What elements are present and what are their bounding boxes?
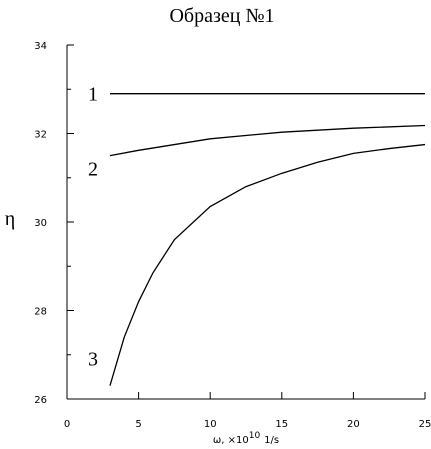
curve-label: 1 <box>88 84 98 106</box>
x-tick-label: 0 <box>64 419 70 430</box>
x-axis-label-unit: 1/s <box>264 435 279 446</box>
x-axis-label-text: ω, ×10 <box>213 435 249 446</box>
x-tick-label: 5 <box>135 419 141 430</box>
curve-label: 3 <box>88 349 98 371</box>
x-axis-label-exponent: 10 <box>249 431 261 441</box>
chart-title: Образец №1 <box>169 5 274 27</box>
x-tick-label: 10 <box>204 419 217 430</box>
x-tick-label: 20 <box>347 419 360 430</box>
y-tick-label: 26 <box>34 395 47 406</box>
curve <box>109 143 426 386</box>
x-axis-label: ω, ×1010 1/s <box>213 431 279 446</box>
x-tick-label: 15 <box>275 419 288 430</box>
y-tick-label: 28 <box>34 307 47 318</box>
y-tick-label: 30 <box>34 218 47 229</box>
x-tick-label: 25 <box>419 419 431 430</box>
y-tick-label: 32 <box>34 130 47 141</box>
y-axis-label: η <box>5 208 15 230</box>
curve <box>109 124 426 157</box>
curve-label: 2 <box>88 159 98 181</box>
y-tick-label: 34 <box>34 41 47 52</box>
